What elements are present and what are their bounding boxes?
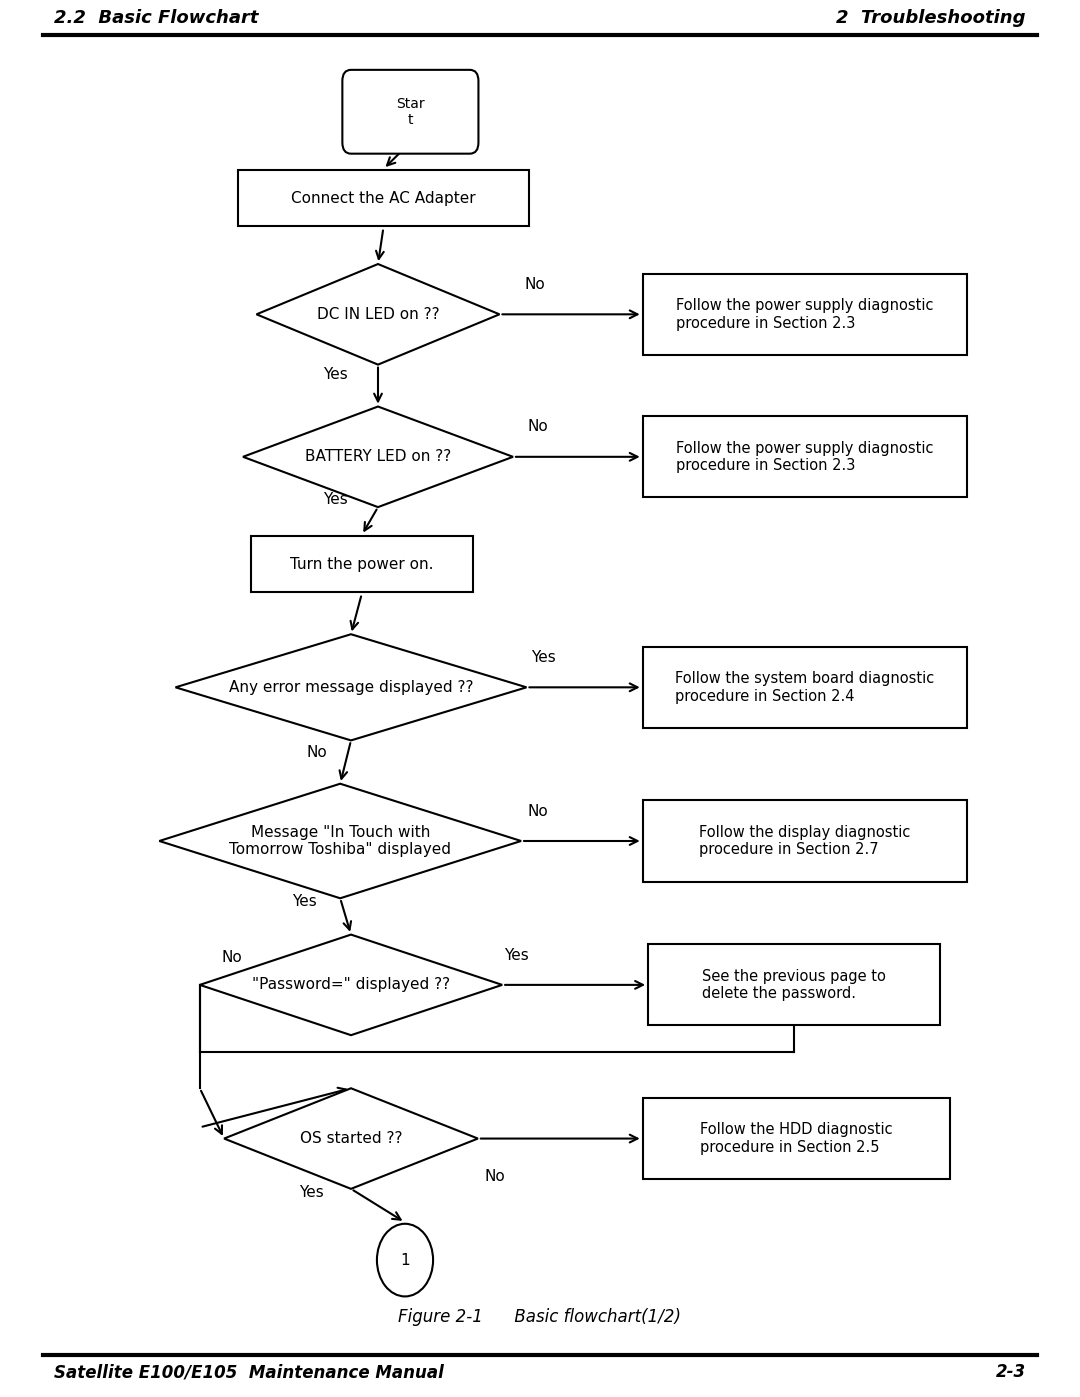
Text: Turn the power on.: Turn the power on. [291, 557, 433, 571]
Bar [643, 1098, 950, 1179]
Text: No: No [484, 1169, 505, 1185]
Bar [252, 536, 473, 592]
Text: OS started ??: OS started ?? [300, 1132, 402, 1146]
Text: Connect the AC Adapter: Connect the AC Adapter [292, 191, 475, 205]
Bar [643, 416, 967, 497]
Bar [643, 647, 967, 728]
Text: Message "In Touch with
Tomorrow Toshiba" displayed: Message "In Touch with Tomorrow Toshiba"… [229, 824, 451, 858]
Text: Follow the power supply diagnostic
procedure in Section 2.3: Follow the power supply diagnostic proce… [676, 298, 933, 331]
FancyBboxPatch shape [342, 70, 478, 154]
Text: Any error message displayed ??: Any error message displayed ?? [229, 680, 473, 694]
Bar [648, 944, 940, 1025]
Text: Yes: Yes [323, 367, 348, 381]
Text: 2.2  Basic Flowchart: 2.2 Basic Flowchart [54, 8, 258, 27]
Polygon shape [225, 1088, 477, 1189]
Bar [238, 170, 529, 226]
Polygon shape [200, 935, 502, 1035]
Text: Yes: Yes [531, 650, 555, 665]
Text: See the previous page to
delete the password.: See the previous page to delete the pass… [702, 968, 886, 1002]
Text: Follow the system board diagnostic
procedure in Section 2.4: Follow the system board diagnostic proce… [675, 671, 934, 704]
Circle shape [377, 1224, 433, 1296]
Text: Follow the display diagnostic
procedure in Section 2.7: Follow the display diagnostic procedure … [699, 824, 910, 858]
Text: Yes: Yes [299, 1185, 324, 1200]
Text: "Password=" displayed ??: "Password=" displayed ?? [252, 978, 450, 992]
Text: Figure 2-1      Basic flowchart(1/2): Figure 2-1 Basic flowchart(1/2) [399, 1309, 681, 1326]
Text: No: No [307, 746, 327, 760]
Text: Follow the power supply diagnostic
procedure in Section 2.3: Follow the power supply diagnostic proce… [676, 440, 933, 474]
Text: Yes: Yes [323, 492, 348, 507]
Polygon shape [175, 634, 527, 740]
Text: DC IN LED on ??: DC IN LED on ?? [316, 307, 440, 321]
Text: Satellite E100/E105  Maintenance Manual: Satellite E100/E105 Maintenance Manual [54, 1363, 444, 1382]
Polygon shape [160, 784, 522, 898]
Text: Star
t: Star t [396, 96, 424, 127]
Text: 1: 1 [401, 1253, 409, 1267]
Bar [643, 274, 967, 355]
Text: No: No [527, 803, 549, 819]
Bar [643, 800, 967, 882]
Polygon shape [257, 264, 499, 365]
Text: No: No [524, 277, 545, 292]
Text: Yes: Yes [292, 894, 316, 909]
Text: No: No [527, 419, 549, 434]
Text: BATTERY LED on ??: BATTERY LED on ?? [305, 450, 451, 464]
Polygon shape [243, 407, 513, 507]
Text: 2  Troubleshooting: 2 Troubleshooting [837, 8, 1026, 27]
Text: Yes: Yes [504, 947, 528, 963]
Text: No: No [221, 950, 243, 965]
Text: Follow the HDD diagnostic
procedure in Section 2.5: Follow the HDD diagnostic procedure in S… [700, 1122, 893, 1155]
Text: 2-3: 2-3 [996, 1363, 1026, 1382]
